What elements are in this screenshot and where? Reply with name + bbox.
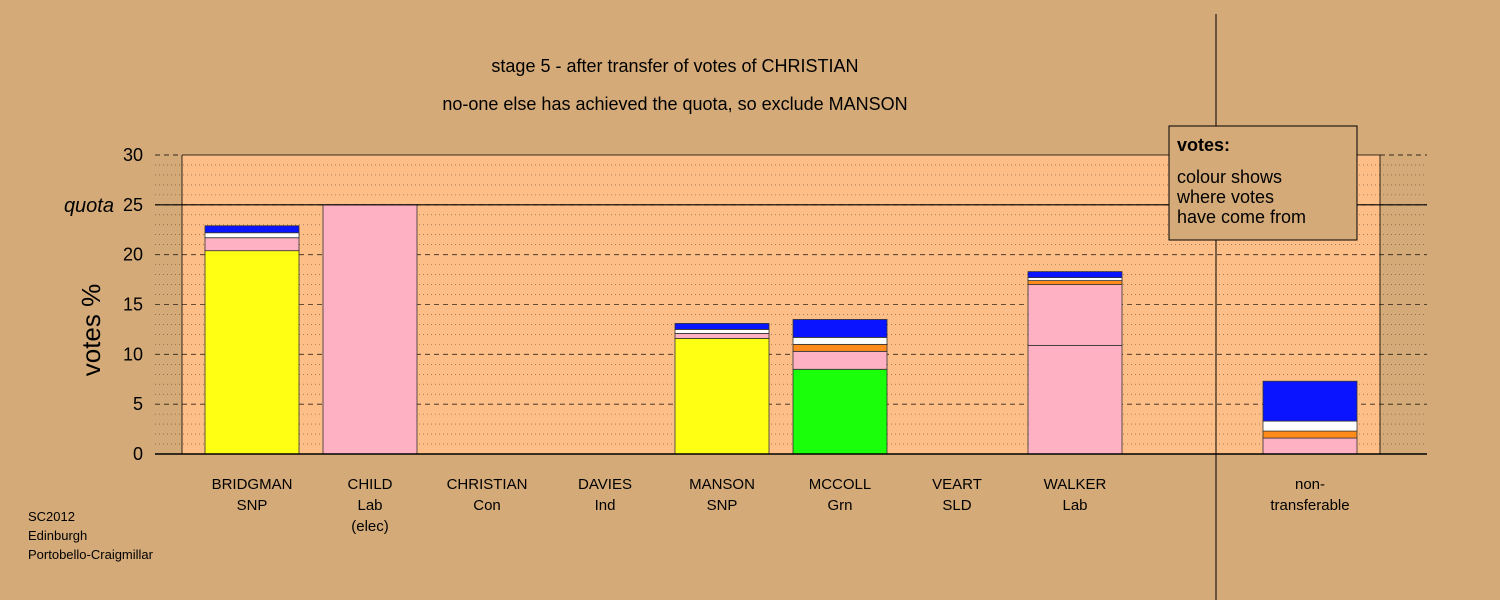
- y-axis-label: votes %: [76, 284, 106, 377]
- legend-line-2: where votes: [1176, 187, 1274, 207]
- legend-title: votes:: [1177, 135, 1230, 155]
- y-tick-label: 25: [123, 195, 143, 215]
- bar-segment: [1027, 277, 1123, 281]
- x-category-label: Grn: [827, 497, 852, 514]
- bar-segment: [792, 368, 888, 455]
- y-tick-label: 15: [123, 295, 143, 315]
- constituency-footer: SC2012 Edinburgh Portobello-Craigmillar: [28, 507, 153, 564]
- y-axis-ticks: 0 5 10 15 20 25 30: [123, 145, 143, 464]
- bar-segment: [204, 237, 300, 252]
- bar-segment: [1027, 280, 1123, 285]
- x-category-label: non-: [1295, 476, 1325, 493]
- y-tick-label: 0: [133, 444, 143, 464]
- x-category-label: Lab: [1062, 497, 1087, 514]
- x-category-label: MCCOLL: [809, 476, 872, 493]
- y-tick-label: 10: [123, 344, 143, 364]
- x-category-label: WALKER: [1044, 476, 1107, 493]
- bar-segment: [1262, 380, 1358, 422]
- x-category-label: (elec): [351, 518, 389, 535]
- bar-segment: [322, 204, 418, 455]
- bar-segment: [674, 323, 770, 330]
- bar-segment: [204, 250, 300, 455]
- footer-ward: Portobello-Craigmillar: [28, 547, 153, 562]
- x-category-label: Lab: [357, 497, 382, 514]
- y-tick-label: 30: [123, 145, 143, 165]
- x-category-label: SNP: [237, 497, 268, 514]
- x-category-label: SNP: [707, 497, 738, 514]
- chart-subtitle: no-one else has achieved the quota, so e…: [442, 94, 907, 114]
- bar-segment: [1262, 430, 1358, 439]
- x-category-label: transferable: [1270, 497, 1349, 514]
- x-category-label: DAVIES: [578, 476, 632, 493]
- y-tick-label: 20: [123, 245, 143, 265]
- x-category-label: Con: [473, 497, 501, 514]
- bar-segment: [204, 225, 300, 234]
- bar-segment: [674, 337, 770, 455]
- bar-segment: [792, 319, 888, 338]
- legend-line-1: colour shows: [1177, 167, 1282, 187]
- x-category-label: MANSON: [689, 476, 755, 493]
- legend-box: votes: colour shows where votes have com…: [1168, 125, 1358, 241]
- x-category-label: VEART: [932, 476, 982, 493]
- chart-title: stage 5 - after transfer of votes of CHR…: [491, 56, 858, 76]
- bar-segment: [792, 343, 888, 352]
- bar-segment: [792, 350, 888, 370]
- bars: [204, 204, 1358, 455]
- bar-segment: [204, 232, 300, 239]
- x-axis-labels: BRIDGMAN SNP CHILD Lab (elec) CHRISTIAN Con DAV…: [212, 476, 1350, 535]
- x-category-label: CHRISTIAN: [447, 476, 528, 493]
- bar-segment: [792, 336, 888, 345]
- footer-election: SC2012: [28, 509, 75, 524]
- y-tick-label: 5: [133, 394, 143, 414]
- footer-council: Edinburgh: [28, 528, 88, 543]
- bar-segment: [674, 333, 770, 339]
- bar-segment: [1027, 271, 1123, 278]
- x-category-label: Ind: [595, 497, 616, 514]
- bar-segment: [1027, 344, 1123, 455]
- bar-segment: [1262, 420, 1358, 432]
- x-category-label: BRIDGMAN: [212, 476, 293, 493]
- bar-segment: [674, 329, 770, 334]
- x-category-label: CHILD: [347, 476, 392, 493]
- bar-segment: [1262, 437, 1358, 455]
- legend-line-3: have come from: [1177, 207, 1306, 227]
- quota-label: quota: [64, 195, 114, 217]
- x-category-label: SLD: [942, 497, 971, 514]
- bar-segment: [1027, 284, 1123, 346]
